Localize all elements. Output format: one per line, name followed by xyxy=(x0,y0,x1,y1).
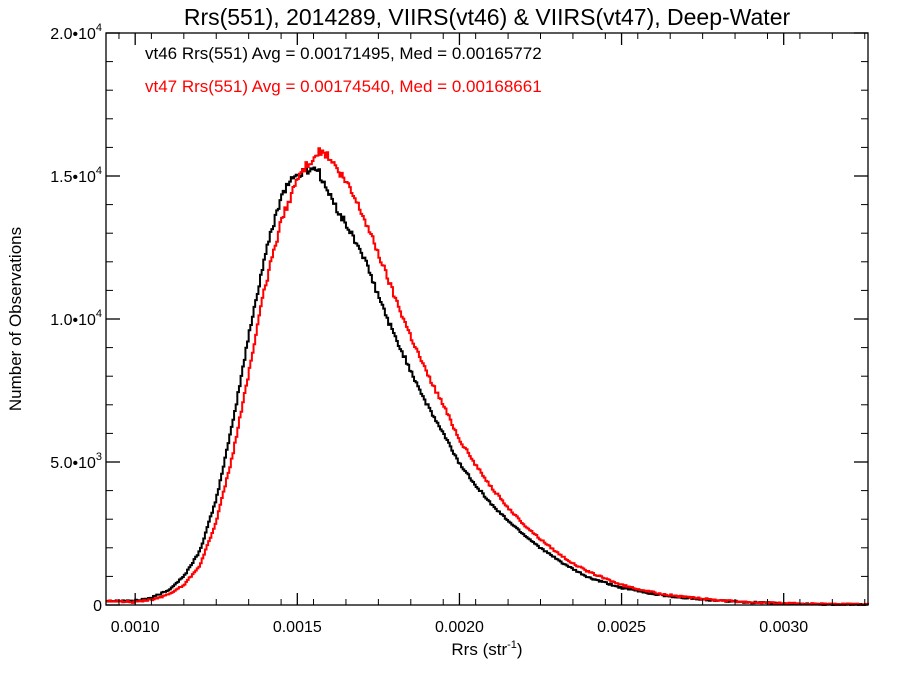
x-tick-label: 0.0025 xyxy=(597,619,646,636)
x-tick-label: 0.0010 xyxy=(111,619,160,636)
x-tick-label: 0.0020 xyxy=(435,619,484,636)
y-tick-label: 1.5•104 xyxy=(50,165,102,186)
legend-vt47: vt47 Rrs(551) Avg = 0.00174540, Med = 0.… xyxy=(145,77,542,96)
x-axis-label-end: ) xyxy=(517,640,523,659)
ticks-layer: 0.0010 0.0015 0.0020 0.0025 0.0030 0 5.0•103 1.… xyxy=(50,22,868,636)
y-axis-label: Number of Observations xyxy=(6,227,25,411)
x-axis-label: Rrs (str-1) xyxy=(451,639,522,659)
x-tick-label: 0.0015 xyxy=(273,619,322,636)
y-tick-label: 5.0•103 xyxy=(50,451,102,472)
x-axis-label-text: Rrs (str xyxy=(451,640,507,659)
x-axis-label-sup: -1 xyxy=(507,639,517,651)
chart-title: Rrs(551), 2014289, VIIRS(vt46) & VIIRS(v… xyxy=(184,4,791,30)
legend-vt46: vt46 Rrs(551) Avg = 0.00171495, Med = 0.… xyxy=(145,44,542,63)
series-layer xyxy=(106,147,869,606)
y-tick-label: 1.0•104 xyxy=(50,308,102,329)
y-tick-label: 0 xyxy=(93,598,102,615)
x-tick-label: 0.0030 xyxy=(759,619,808,636)
plot-frame xyxy=(105,32,869,606)
series-vt46 xyxy=(106,166,869,606)
y-tick-label: 2.0•104 xyxy=(50,22,102,43)
series-vt47 xyxy=(106,147,869,606)
